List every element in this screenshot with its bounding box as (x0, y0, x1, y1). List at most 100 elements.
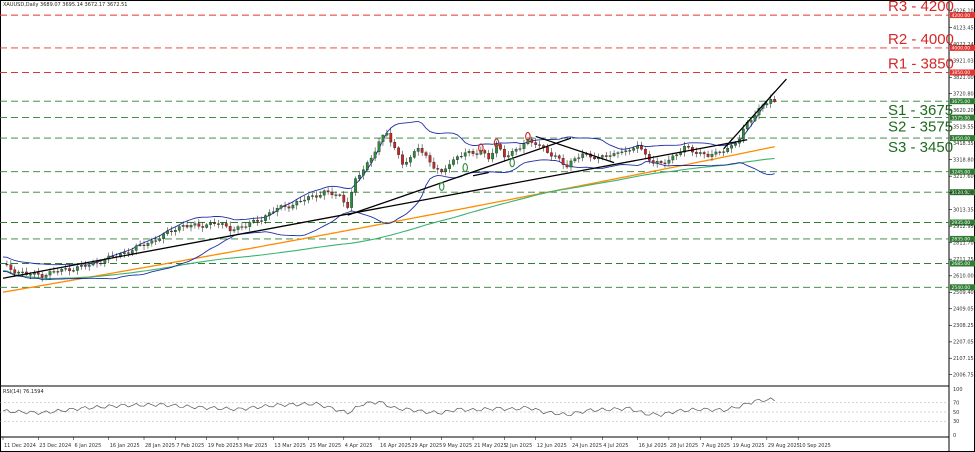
candle-up (146, 243, 150, 246)
candle-up (456, 156, 459, 160)
level-lines: 4200.00 4000.00 3850.00 3675.00 3575.00 3450.… (0, 12, 975, 291)
candle-down (95, 262, 99, 264)
candle-down (256, 219, 259, 222)
candle-up (205, 224, 209, 228)
candle-up (671, 155, 675, 161)
trendline (472, 171, 489, 177)
candle-up (48, 271, 52, 276)
resistance-tag-label: 3850.00 (952, 70, 971, 76)
price-tick-label: 3921.03 (953, 59, 974, 65)
support-tag-label: 3575.00 (952, 115, 971, 121)
date-tick-label: 25 Mar 2025 (310, 443, 342, 449)
candle-up (710, 154, 714, 157)
candle-up (138, 244, 142, 246)
candle-up (150, 240, 154, 244)
support-extra-tag-box (950, 284, 975, 291)
trendline (723, 78, 787, 150)
candle-up (72, 270, 75, 272)
date-tick-label: 11 Dec 2024 (4, 443, 36, 449)
candle-up (667, 159, 671, 164)
candle-up (279, 205, 283, 209)
date-tick-label: 2 Jun 2025 (505, 443, 532, 449)
candle-down (338, 194, 342, 196)
date-tick-label: 16 Jan 2025 (110, 443, 140, 449)
price-tick-label: 3318.80 (953, 157, 974, 163)
signal-ellipse (478, 143, 484, 153)
date-tick-label: 28 Jul 2025 (670, 443, 698, 449)
candle-down (283, 205, 287, 207)
candle-up (741, 128, 745, 140)
candle-up (675, 154, 679, 157)
rsi-header: RSI(14) 76.1594 (3, 389, 44, 395)
candle-down (346, 201, 350, 208)
date-ticks: 11 Dec 2024 23 Dec 2024 6 Jan 2025 16 Jan 2… (2, 437, 831, 449)
candle-up (193, 223, 197, 226)
candle-up (29, 274, 32, 276)
rsi-panel: 100 70 50 30 0 (0, 387, 963, 439)
candle-up (373, 151, 377, 159)
candle-up (134, 245, 138, 251)
candle-down (702, 152, 706, 155)
support-extra-tag-box (950, 260, 975, 267)
price-ticks: 4226.10 4123.45 4022.24 3921.03 3821.00 3720.… (949, 9, 974, 378)
candle-down (424, 152, 428, 156)
date-tick-label: 16 Jul 2025 (639, 443, 667, 449)
signal-ellipse (493, 138, 500, 148)
support-extra-tag-label: 3120.00 (952, 190, 971, 196)
candle-up (181, 225, 185, 227)
candle-up (726, 148, 730, 152)
candle-up (765, 103, 769, 106)
price-tick-label: 3821.00 (953, 75, 974, 81)
rsi-tick-label: 70 (953, 401, 959, 407)
candle-down (228, 226, 232, 232)
candle-up (444, 168, 447, 172)
date-tick-label: 16 Apr 2025 (380, 443, 411, 449)
moving-averages (2, 146, 775, 293)
candle-up (17, 271, 21, 274)
candle-up (369, 157, 373, 163)
candle-up (714, 151, 718, 155)
candle-up (620, 151, 624, 153)
candle-down (99, 262, 103, 265)
support-extra-tag-label: 2540.00 (952, 285, 971, 291)
price-tick-label: 4226.10 (953, 9, 974, 15)
signal-ellipse (509, 158, 515, 168)
candle-down (604, 155, 608, 157)
support-extra-tag-label: 2685.00 (952, 261, 971, 267)
candle-up (189, 225, 193, 228)
date-tick-label: 4 Apr 2025 (345, 443, 373, 449)
candle-up (334, 194, 338, 196)
price-tick-label: 2509.40 (953, 290, 974, 296)
date-tick-label: 9 May 2025 (443, 443, 472, 449)
candle-down (224, 223, 228, 227)
candle-up (573, 158, 577, 162)
price-tick-label: 2610.00 (953, 274, 974, 280)
candle-up (252, 219, 256, 223)
candle-up (303, 199, 306, 202)
support-extra-tag-box (950, 219, 975, 226)
price-tick-label: 2006.75 (953, 372, 974, 378)
candle-up (467, 151, 471, 153)
candle-up (655, 160, 659, 164)
candle-down (397, 147, 400, 155)
price-tick-label: 2811.70 (953, 241, 974, 247)
candle-up (267, 212, 271, 216)
price-tick-label: 3720.80 (953, 91, 974, 97)
candle-down (40, 274, 44, 278)
date-tick-label: 29 Aug 2025 (768, 443, 800, 449)
date-tick-label: 7 Feb 2025 (176, 443, 204, 449)
candle-up (581, 153, 585, 158)
ma-mid-line (2, 157, 775, 280)
candle-up (514, 149, 518, 152)
candle-up (248, 222, 252, 227)
candle-down (694, 151, 698, 154)
candle-down (550, 152, 553, 157)
candle-up (21, 271, 24, 273)
support-extra-tag-label: 2835.00 (952, 237, 971, 243)
date-tick-label: 29 Apr 2025 (411, 443, 442, 449)
price-tick-label: 2308.25 (953, 323, 974, 329)
price-tick-label: 2409.05 (953, 307, 974, 313)
candle-up (236, 226, 240, 230)
